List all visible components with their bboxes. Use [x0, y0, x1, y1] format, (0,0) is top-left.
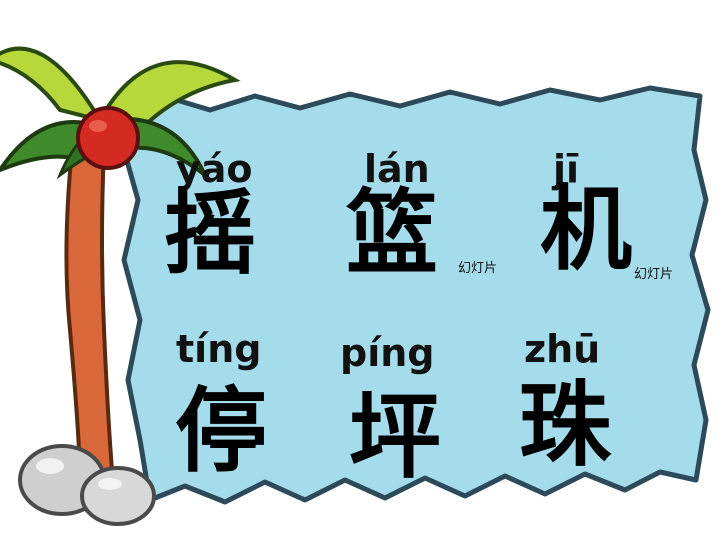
- hanzi-ji: 机: [540, 176, 633, 283]
- hanzi-ting: 停: [175, 378, 268, 485]
- pinyin-yao: yáo: [176, 147, 253, 191]
- slide-caption: 幻灯片: [458, 261, 498, 276]
- hanzi-zhu: 珠: [519, 372, 612, 479]
- pinyin-ping: píng: [340, 331, 435, 375]
- pinyin-lan: lán: [364, 147, 430, 191]
- pinyin-ting: tíng: [176, 327, 262, 371]
- palm-leaf-icon: [96, 60, 241, 133]
- pinyin-ji: jī: [553, 147, 580, 191]
- hanzi-ping: 坪: [349, 384, 442, 491]
- hanzi-yao: 摇: [164, 180, 257, 287]
- pinyin-zhu: zhū: [524, 327, 601, 371]
- palm-leaf-icon: [0, 46, 105, 124]
- slide-caption: 幻灯片: [634, 267, 674, 282]
- rock-icon: [80, 466, 156, 526]
- hanzi-lan: 篮: [346, 180, 439, 287]
- palm-trunk-icon: [64, 148, 115, 472]
- palm-leaf-icon: [0, 120, 98, 173]
- coconut-icon: [76, 106, 140, 170]
